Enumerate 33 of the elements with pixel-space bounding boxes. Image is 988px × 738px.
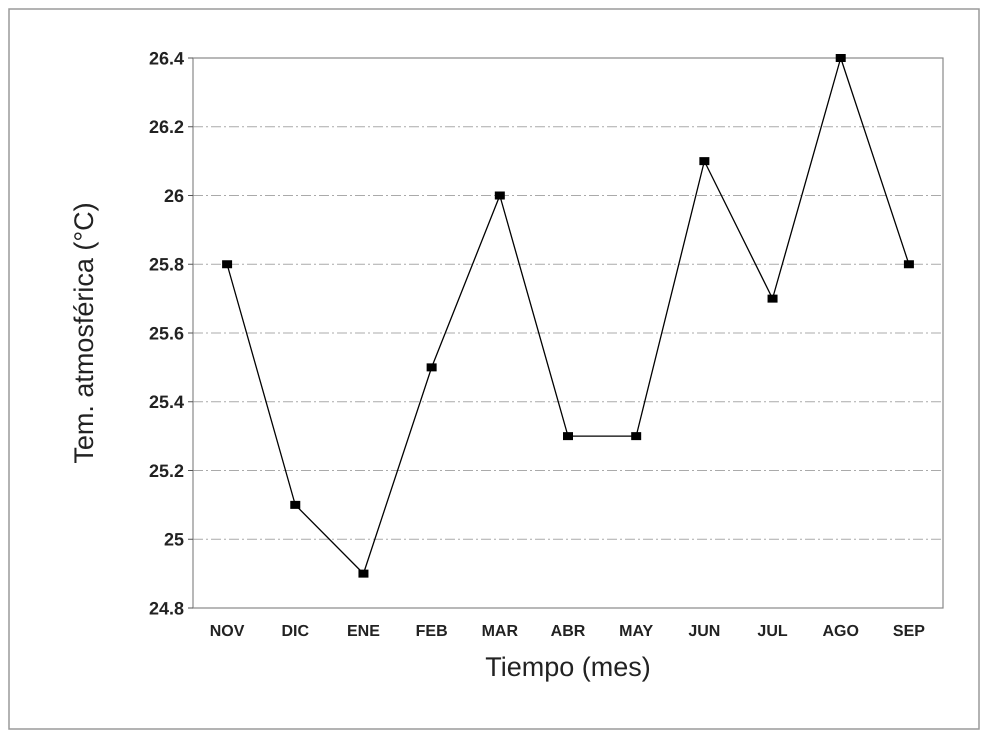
x-tick-label: MAR — [482, 623, 518, 640]
x-tick-label: ABR — [550, 623, 586, 640]
x-tick-label: JUN — [688, 623, 720, 640]
y-tick-label: 25.2 — [148, 460, 184, 481]
point — [494, 192, 505, 200]
y-tick-label: 25.8 — [148, 254, 184, 275]
x-axis-title: Tiempo (mes) — [485, 652, 651, 682]
point — [904, 260, 914, 268]
x-tick-label: JUL — [757, 623, 788, 640]
point — [290, 500, 300, 509]
y-tick-label: 25.6 — [148, 323, 184, 344]
point — [699, 157, 710, 166]
x-tick-label: SEP — [892, 623, 926, 640]
y-tick-label: 25.4 — [148, 392, 184, 412]
point — [768, 294, 778, 303]
x-tick-label: DIC — [281, 623, 310, 640]
x-tick-label: MAY — [619, 623, 654, 640]
y-tick-label: 24.8 — [148, 598, 184, 618]
point — [222, 260, 232, 268]
point — [426, 363, 437, 372]
x-tick-label: FEB — [416, 623, 448, 640]
x-tick-label: NOV — [210, 623, 245, 640]
point — [631, 432, 642, 440]
y-axis-title: Tem. atmosférica (°C) — [69, 202, 99, 464]
point — [563, 432, 573, 440]
x-tick-label: AGO — [822, 623, 859, 640]
y-tick-label: 25 — [164, 530, 184, 550]
point — [836, 54, 846, 62]
y-tick-label: 26.2 — [148, 117, 184, 138]
y-tick-label: 26 — [164, 186, 184, 206]
x-tick-label: ENE — [347, 623, 380, 640]
point — [358, 570, 368, 578]
y-tick-label: 26.4 — [148, 48, 184, 68]
